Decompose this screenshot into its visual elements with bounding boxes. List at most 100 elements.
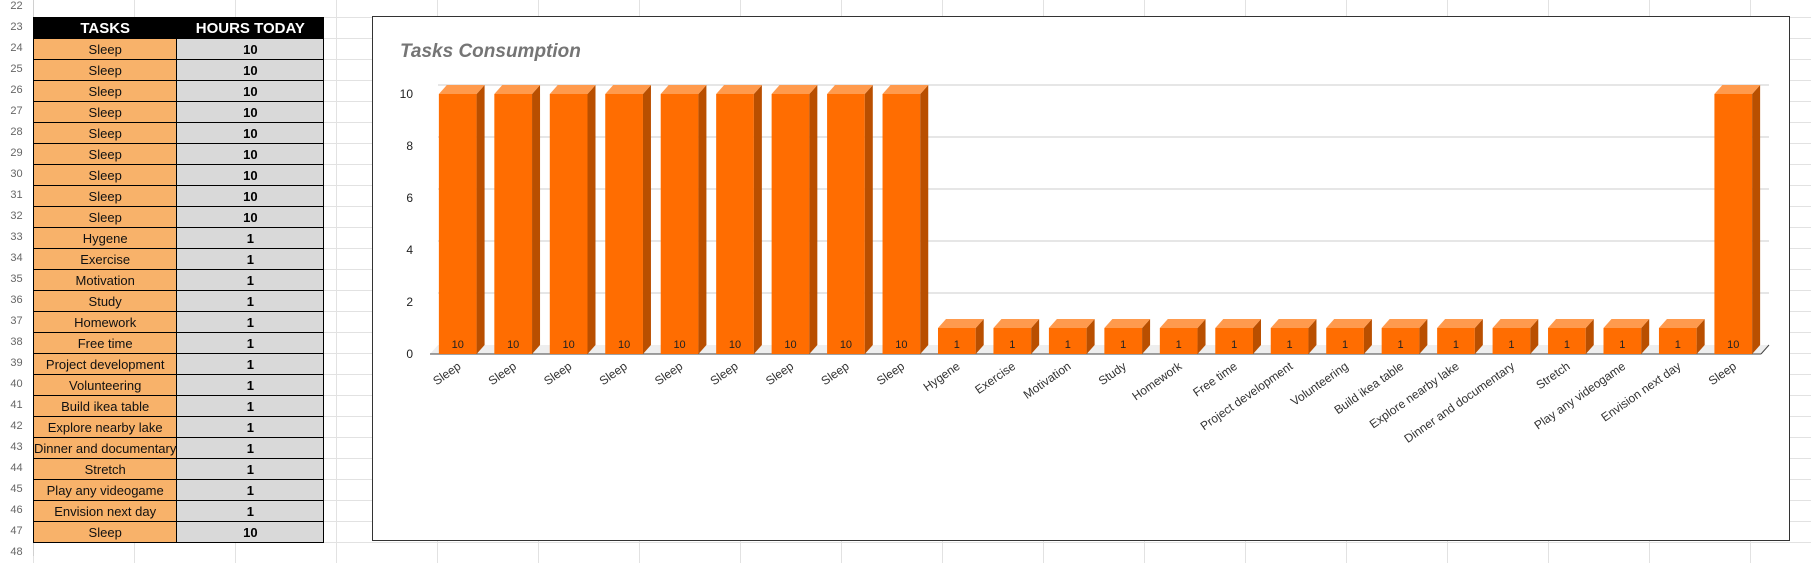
hours-cell[interactable]: 1: [176, 311, 325, 333]
hours-cell[interactable]: 1: [176, 500, 325, 522]
row-number[interactable]: 46: [10, 504, 23, 516]
row-number[interactable]: 47: [10, 525, 23, 537]
bar[interactable]: [993, 328, 1032, 354]
bar-group[interactable]: 1 Study: [1096, 319, 1151, 388]
hours-cell[interactable]: 10: [176, 185, 325, 207]
task-cell[interactable]: Sleep: [32, 185, 178, 207]
hours-cell[interactable]: 1: [176, 395, 325, 417]
hours-cell[interactable]: 10: [176, 59, 325, 81]
task-cell[interactable]: Play any videogame: [32, 479, 178, 501]
bar[interactable]: [771, 94, 810, 354]
task-cell[interactable]: Volunteering: [32, 374, 178, 396]
bar-group[interactable]: 10 Sleep: [541, 85, 596, 388]
task-cell[interactable]: Sleep: [32, 206, 178, 228]
row-number[interactable]: 40: [10, 378, 23, 390]
bar[interactable]: [1548, 328, 1586, 354]
bar[interactable]: [937, 328, 976, 354]
bar[interactable]: [660, 94, 699, 354]
bar[interactable]: [1270, 328, 1309, 354]
task-cell[interactable]: Stretch: [32, 458, 178, 480]
row-number[interactable]: 27: [10, 105, 23, 117]
task-cell[interactable]: Project development: [32, 353, 178, 375]
hours-cell[interactable]: 1: [176, 416, 325, 438]
row-number[interactable]: 43: [10, 441, 23, 453]
task-cell[interactable]: Sleep: [32, 164, 178, 186]
bar[interactable]: [1492, 328, 1531, 354]
task-cell[interactable]: Sleep: [32, 80, 178, 102]
row-number[interactable]: 42: [10, 420, 23, 432]
hours-cell[interactable]: 1: [176, 227, 325, 249]
bar[interactable]: [1215, 328, 1254, 354]
task-cell[interactable]: Homework: [32, 311, 178, 333]
task-cell[interactable]: Sleep: [32, 59, 178, 81]
bar-group[interactable]: 10 Sleep: [430, 85, 485, 388]
task-cell[interactable]: Sleep: [32, 143, 178, 165]
bar-group[interactable]: 10 Sleep: [818, 85, 873, 388]
bar-group[interactable]: 10 Sleep: [1706, 85, 1761, 388]
hours-cell[interactable]: 1: [176, 290, 325, 312]
row-number[interactable]: 39: [10, 357, 23, 369]
task-cell[interactable]: Sleep: [32, 101, 178, 123]
bar[interactable]: [1603, 328, 1642, 354]
bar-group[interactable]: 10 Sleep: [708, 85, 762, 388]
task-cell[interactable]: Build ikea table: [32, 395, 178, 417]
bar[interactable]: [1104, 328, 1143, 354]
hours-cell[interactable]: 10: [176, 122, 325, 144]
hours-cell[interactable]: 1: [176, 437, 325, 459]
bar[interactable]: [1658, 328, 1697, 354]
bar[interactable]: [494, 94, 533, 354]
hours-cell[interactable]: 10: [176, 101, 325, 123]
hours-cell[interactable]: 1: [176, 479, 325, 501]
hours-cell[interactable]: 1: [176, 374, 325, 396]
hours-cell[interactable]: 10: [176, 521, 325, 543]
row-number[interactable]: 30: [10, 168, 23, 180]
bar-group[interactable]: 10 Sleep: [874, 85, 929, 388]
hours-header[interactable]: HOURS TODAY: [176, 17, 325, 39]
bar[interactable]: [1381, 328, 1420, 354]
task-cell[interactable]: Hygene: [32, 227, 178, 249]
hours-cell[interactable]: 1: [176, 248, 325, 270]
row-number[interactable]: 41: [10, 399, 23, 411]
row-number[interactable]: 48: [10, 546, 23, 558]
hours-cell[interactable]: 1: [176, 332, 325, 354]
bar[interactable]: [438, 94, 477, 354]
bar[interactable]: [605, 94, 643, 354]
row-number[interactable]: 36: [10, 294, 23, 306]
hours-cell[interactable]: 10: [176, 164, 325, 186]
hours-cell[interactable]: 1: [176, 353, 325, 375]
row-number[interactable]: 32: [10, 210, 23, 222]
bar-group[interactable]: 10 Sleep: [652, 85, 707, 388]
row-number[interactable]: 44: [10, 462, 23, 474]
bar[interactable]: [827, 94, 865, 354]
row-number[interactable]: 25: [10, 63, 23, 75]
row-number[interactable]: 29: [10, 147, 23, 159]
task-cell[interactable]: Motivation: [32, 269, 178, 291]
bar[interactable]: [1326, 328, 1364, 354]
task-cell[interactable]: Sleep: [32, 122, 178, 144]
hours-cell[interactable]: 10: [176, 143, 325, 165]
task-cell[interactable]: Sleep: [32, 521, 178, 543]
bar-group[interactable]: 10 Sleep: [597, 85, 651, 388]
row-number[interactable]: 33: [10, 231, 23, 243]
chart-container[interactable]: Tasks Consumption 0 2 4 6 8 10 10 Sleep 10 Sleep 1…: [372, 16, 1790, 541]
task-cell[interactable]: Envision next day: [32, 500, 178, 522]
bar[interactable]: [716, 94, 754, 354]
task-cell[interactable]: Free time: [32, 332, 178, 354]
hours-cell[interactable]: 10: [176, 38, 325, 60]
bar[interactable]: [549, 94, 588, 354]
bar-group[interactable]: 10 Sleep: [486, 85, 541, 388]
bar[interactable]: [882, 94, 921, 354]
row-number[interactable]: 34: [10, 252, 23, 264]
task-cell[interactable]: Study: [32, 290, 178, 312]
row-number[interactable]: 35: [10, 273, 23, 285]
row-number[interactable]: 31: [10, 189, 23, 201]
tasks-header[interactable]: TASKS: [32, 17, 178, 39]
bar[interactable]: [1159, 328, 1198, 354]
bar[interactable]: [1437, 328, 1475, 354]
task-cell[interactable]: Exercise: [32, 248, 178, 270]
row-number[interactable]: 26: [10, 84, 23, 96]
task-cell[interactable]: Sleep: [32, 38, 178, 60]
row-number[interactable]: 45: [10, 483, 23, 495]
row-number[interactable]: 24: [10, 42, 23, 54]
hours-cell[interactable]: 1: [176, 269, 325, 291]
